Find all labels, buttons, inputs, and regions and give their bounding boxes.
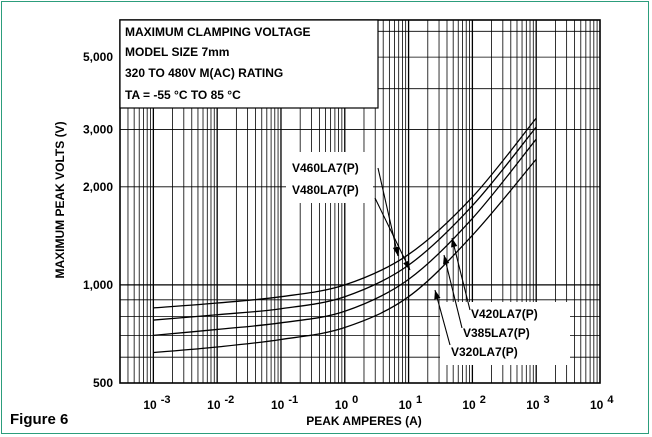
series-label-v385: V385LA7(P) xyxy=(463,326,530,340)
y-tick-label: 500 xyxy=(93,376,113,390)
y-tick-label: 1,000 xyxy=(83,278,113,292)
arrow-v320-head xyxy=(434,290,441,300)
x-tick-label: 10 -2 xyxy=(207,394,234,412)
y-tick-label: 3,000 xyxy=(83,122,113,136)
x-tick-label: 10 -1 xyxy=(271,394,298,412)
chart-title-line-1: MAXIMUM CLAMPING VOLTAGE xyxy=(125,25,311,39)
arrow-v385-head xyxy=(443,255,450,265)
x-tick-label: 10 3 xyxy=(526,394,549,412)
x-tick-label: 10 -3 xyxy=(143,394,170,412)
lower-label-box xyxy=(440,302,570,365)
x-axis-label: PEAK AMPERES (A) xyxy=(306,414,422,428)
chart-title-line-3: 320 TO 480V M(AC) RATING xyxy=(125,66,283,80)
chart-title-line-4: TA = -55 °C TO 85 °C xyxy=(125,88,241,102)
y-tick-labels: 500 1,000 2,000 3,000 5,000 xyxy=(83,50,113,390)
arrow-v385 xyxy=(443,254,463,329)
series-curves xyxy=(153,117,537,354)
arrow-v420-head xyxy=(451,238,458,248)
y-tick-label: 5,000 xyxy=(83,50,113,64)
series-curve-3 xyxy=(153,158,537,354)
figure-label: Figure 6 xyxy=(10,411,69,428)
series-label-v420: V420LA7(P) xyxy=(471,307,538,321)
x-tick-label: 10 0 xyxy=(335,394,358,412)
series-curve-0 xyxy=(153,117,537,309)
x-tick-label: 10 4 xyxy=(590,394,614,412)
y-tick-label: 2,000 xyxy=(83,180,113,194)
title-box xyxy=(119,19,379,109)
annotation-arrows xyxy=(374,167,471,346)
series-label-v320: V320LA7(P) xyxy=(451,345,518,359)
arrow-v460 xyxy=(377,167,399,257)
arrow-v480-head xyxy=(403,260,410,270)
arrow-v320 xyxy=(434,289,451,346)
upper-label-box xyxy=(286,152,373,203)
y-axis-label: MAXIMUM PEAK VOLTS (V) xyxy=(53,121,67,278)
chart-title-line-2: MODEL SIZE 7mm xyxy=(125,45,229,59)
x-tick-labels: 10 -3 10 -2 10 -1 10 0 10 1 10 2 10 3 10 4 xyxy=(143,394,614,412)
arrow-v460-head xyxy=(392,246,400,256)
x-tick-label: 10 2 xyxy=(462,394,485,412)
series-curve-1 xyxy=(153,126,537,321)
series-curve-2 xyxy=(153,138,537,337)
arrow-v480 xyxy=(374,197,411,271)
x-tick-label: 10 1 xyxy=(399,394,422,412)
series-label-v460: V460LA7(P) xyxy=(292,161,359,175)
series-label-v480: V480LA7(P) xyxy=(292,183,359,197)
arrow-v420 xyxy=(451,237,471,311)
